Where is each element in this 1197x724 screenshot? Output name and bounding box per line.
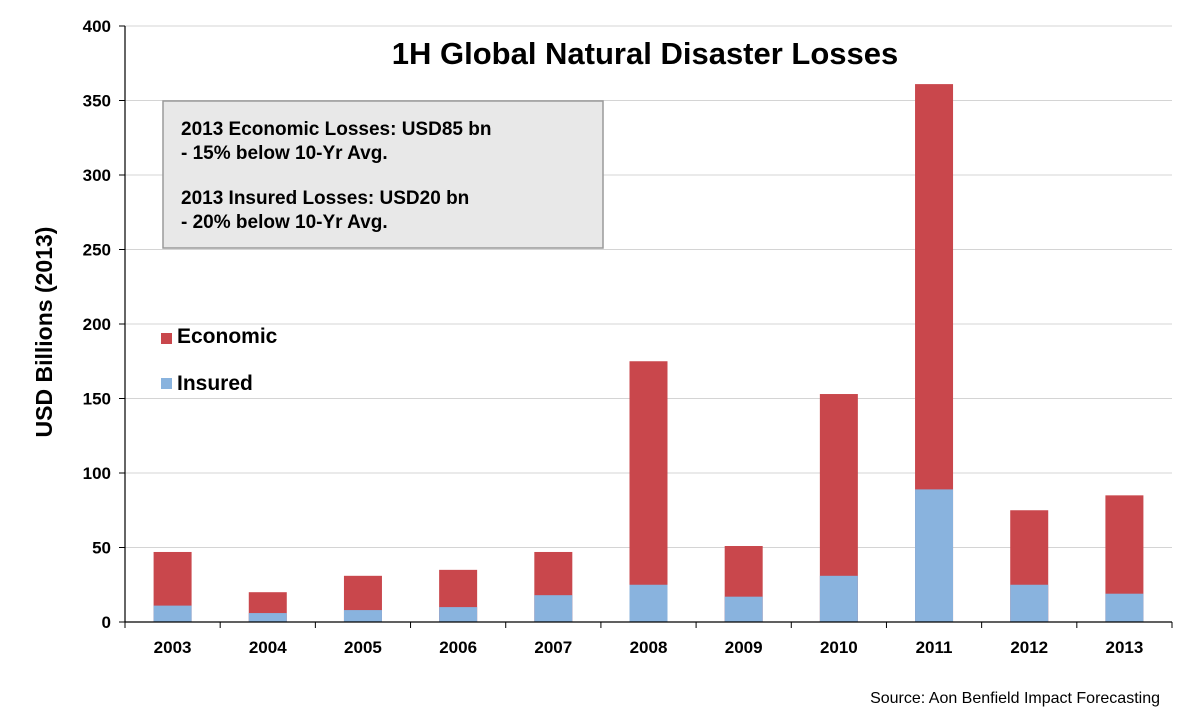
bar-insured-2012 <box>1010 584 1049 622</box>
x-tick-label: 2011 <box>916 638 953 657</box>
legend-label-economic: Economic <box>177 325 278 348</box>
bar-insured-2005 <box>343 610 382 622</box>
annotation-line-4: - 20% below 10-Yr Avg. <box>181 212 388 233</box>
bar-economic-2008 <box>629 361 668 622</box>
chart-title: 1H Global Natural Disaster Losses <box>392 36 899 71</box>
bar-insured-2007 <box>534 595 573 622</box>
y-tick-label: 100 <box>83 464 111 483</box>
x-tick-label: 2008 <box>630 638 668 657</box>
bar-insured-2004 <box>248 613 287 622</box>
y-tick-label: 150 <box>83 390 111 409</box>
bar-insured-2009 <box>724 596 763 622</box>
y-tick-label: 250 <box>83 241 111 260</box>
bar-insured-2003 <box>153 605 192 622</box>
x-tick-label: 2010 <box>820 638 858 657</box>
bar-insured-2013 <box>1105 593 1144 622</box>
annotation-line-2: - 15% below 10-Yr Avg. <box>181 143 388 164</box>
y-tick-label: 0 <box>102 613 111 632</box>
legend-swatch-economic <box>161 333 172 344</box>
bar-insured-2010 <box>819 575 858 622</box>
bar-insured-2011 <box>915 489 954 622</box>
bar-insured-2008 <box>629 584 668 622</box>
x-tick-label: 2013 <box>1105 638 1143 657</box>
annotation-box: 2013 Economic Losses: USD85 bn - 15% bel… <box>162 100 604 249</box>
y-tick-label: 50 <box>92 539 111 558</box>
legend: Economic Insured <box>161 325 278 395</box>
bars <box>153 84 1144 623</box>
x-tick-label: 2012 <box>1010 638 1048 657</box>
x-tick-label: 2006 <box>439 638 477 657</box>
x-tick-label: 2007 <box>534 638 572 657</box>
bar-insured-2006 <box>439 607 478 622</box>
annotation-line-3: 2013 Insured Losses: USD20 bn <box>181 188 469 209</box>
y-tick-label: 200 <box>83 315 111 334</box>
x-tick-label: 2009 <box>725 638 763 657</box>
legend-swatch-insured <box>161 378 172 389</box>
x-tick-label: 2005 <box>344 638 382 657</box>
axes <box>124 26 1172 623</box>
x-tick-label: 2003 <box>154 638 192 657</box>
y-tick-label: 300 <box>83 166 111 185</box>
y-tick-label: 400 <box>83 17 111 36</box>
x-tick-labels: 2003 2004 2005 2006 2007 2008 2009 2010 2011 2012… <box>124 622 1173 657</box>
y-tick-label: 350 <box>83 92 111 111</box>
y-tick-labels: 0 50 100 150 200 250 300 350 400 <box>83 17 125 632</box>
x-tick-label: 2004 <box>249 638 287 657</box>
annotation-background <box>162 100 604 249</box>
y-axis-label: USD Billions (2013) <box>31 227 57 438</box>
legend-label-insured: Insured <box>177 372 253 395</box>
annotation-line-1: 2013 Economic Losses: USD85 bn <box>181 119 491 140</box>
source-note: Source: Aon Benfield Impact Forecasting <box>870 690 1160 707</box>
